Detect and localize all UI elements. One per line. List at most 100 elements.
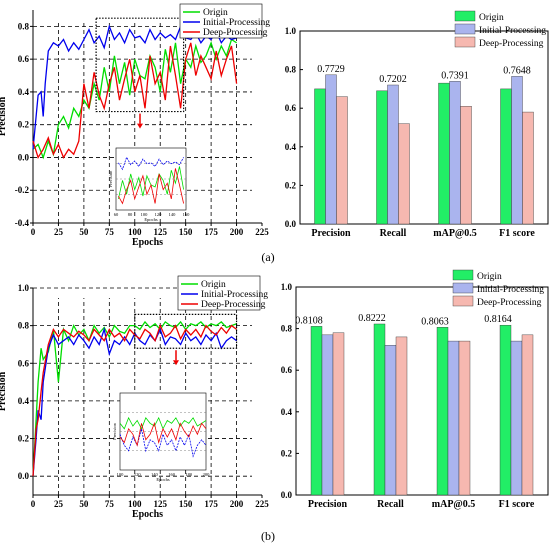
legend-label-initial-processing: Initial-Processing — [479, 26, 546, 36]
bar-deep-processing — [522, 111, 534, 225]
x-tick-label: 200 — [230, 499, 244, 509]
inset-y-label: Precision — [108, 170, 113, 187]
x-tick-label: 75 — [105, 227, 115, 237]
data-label: 0.7729 — [317, 64, 345, 75]
inset-x-tick-label: 60 — [114, 212, 119, 217]
inset-x-tick-label: 120 — [155, 212, 163, 217]
x-tick-label: 200 — [230, 227, 244, 237]
category-label: mAP@0.5 — [433, 228, 476, 239]
inset-plot: 100 120 140 160 180 200 Epochs Precision — [112, 392, 210, 482]
y-tick-label: 0.4 — [18, 87, 30, 97]
category-label: Recall — [377, 499, 404, 510]
bar-origin — [310, 326, 323, 496]
inset-x-tick-label: 100 — [117, 472, 125, 477]
inset-x-tick-label: 80 — [128, 212, 133, 217]
legend-label-origin: Origin — [203, 8, 228, 18]
bar-deep-processing — [521, 334, 534, 496]
x-tick-label: 150 — [179, 499, 193, 509]
x-axis-label: Epochs — [132, 509, 163, 520]
bar-deep-processing — [458, 340, 471, 496]
category-label: F1 score — [499, 499, 535, 510]
x-tick-label: 25 — [54, 227, 64, 237]
inset-x-tick-label: 120 — [134, 472, 142, 477]
y-tick-label: 0.8 — [281, 324, 293, 334]
bar-initial-processing — [447, 340, 460, 496]
inset-y-label: Precision — [112, 422, 117, 439]
x-tick-label: 100 — [128, 227, 142, 237]
x-tick-label: 50 — [79, 227, 89, 237]
category-label: Recall — [380, 228, 407, 239]
y-axis-label: Precision — [0, 371, 8, 411]
x-tick-label: 175 — [204, 227, 218, 237]
zoom-box — [95, 17, 185, 113]
y-tick-label: 0.4 — [281, 407, 293, 417]
y-tick-label: 0.6 — [285, 103, 297, 113]
y-tick-label: 0.4 — [285, 142, 297, 152]
bar-deep-processing — [398, 123, 410, 225]
legend-label-deep-processing: Deep-Processing — [479, 39, 544, 49]
category-label: Precision — [311, 228, 351, 239]
series-line-initial-processing — [32, 24, 237, 150]
bar-origin — [438, 82, 450, 225]
legend-swatch-initial-processing — [452, 282, 474, 294]
inset-plot: 60 80 100 120 140 160 Epochs Precision — [108, 147, 191, 222]
y-tick-label: 1.0 — [18, 283, 30, 293]
data-label: 0.8108 — [295, 315, 323, 326]
y-tick-label: 1.0 — [285, 26, 297, 36]
x-tick-label: 75 — [105, 499, 115, 509]
zoom-box — [134, 313, 238, 349]
legend-label-origin: Origin — [201, 280, 226, 290]
bar-origin — [436, 327, 449, 496]
legend-label-deep-processing: Deep-Processing — [477, 298, 542, 308]
x-tick-label: 50 — [79, 499, 89, 509]
inset-x-tick-label: 140 — [151, 472, 159, 477]
data-label: 0.8063 — [421, 316, 449, 327]
y-tick-label: 0.0 — [281, 490, 293, 500]
y-tick-label: 0.2 — [285, 180, 297, 190]
line-chart-b-line: 0.0 0.2 0.4 0.6 0.8 1.0 0 25 50 75 100 125 150 175 200… — [0, 275, 269, 520]
y-tick-label: 0.0 — [18, 152, 30, 162]
x-tick-label: 125 — [153, 499, 167, 509]
inset-series-deep-processing — [118, 168, 184, 205]
bar-deep-processing — [460, 106, 472, 225]
category-label: Precision — [308, 499, 348, 510]
plot-frame — [295, 286, 549, 496]
inset-x-tick-label: 100 — [141, 212, 149, 217]
legend-swatch-origin — [452, 269, 474, 281]
y-tick-label: -0.2 — [15, 185, 30, 195]
plot-frame — [299, 30, 549, 225]
y-tick-label: 0.4 — [18, 396, 30, 406]
bar-origin — [499, 324, 512, 496]
y-tick-label: 0.2 — [281, 448, 293, 458]
data-label: 0.8164 — [484, 314, 512, 325]
bar-chart-b-bar: 0.0 0.2 0.4 0.6 0.8 1.0 Precision 0.8108 Recall 0… — [281, 269, 549, 510]
bar-initial-processing — [511, 76, 523, 225]
bar-chart-a-bar: 0.0 0.2 0.4 0.6 0.8 1.0 Precision 0.7729 Recall 0… — [285, 10, 549, 239]
inset-x-tick-label: 140 — [169, 212, 177, 217]
legend-label-deep-processing: Deep-Processing — [201, 300, 266, 310]
inset-frame — [115, 147, 187, 211]
inset-series-deep-processing — [119, 421, 207, 447]
panel-label-a: (a) — [261, 250, 274, 264]
x-tick-label: 25 — [54, 499, 64, 509]
x-tick-label: 0 — [31, 227, 36, 237]
bar-initial-processing — [449, 81, 461, 225]
x-tick-label: 225 — [255, 499, 269, 509]
legend-swatch-initial-processing — [454, 23, 476, 35]
bar-initial-processing — [321, 334, 334, 496]
bar-initial-processing — [325, 74, 337, 225]
inset-x-tick-label: 180 — [185, 472, 193, 477]
x-tick-label: 150 — [179, 227, 193, 237]
inset-x-tick-label: 160 — [183, 212, 191, 217]
line-chart-a-line: -0.4 -0.2 0.0 0.2 0.4 0.6 0.8 0 25 50 75 100 125 150 1… — [0, 3, 270, 248]
panel-label-b: (b) — [261, 529, 275, 543]
series-line-initial-processing — [32, 326, 237, 477]
bar-initial-processing — [384, 345, 397, 496]
bar-deep-processing — [332, 332, 345, 496]
y-tick-label: 0.6 — [18, 358, 30, 368]
y-tick-label: 0.6 — [18, 54, 30, 64]
